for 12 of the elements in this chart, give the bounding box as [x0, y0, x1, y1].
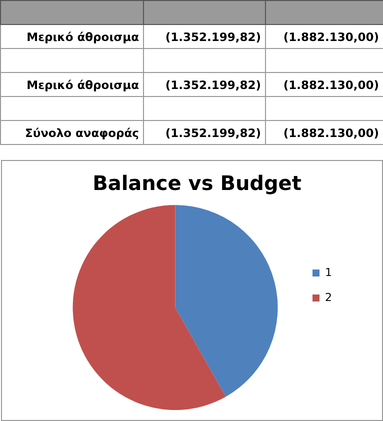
text: (1.352.199,82) [144, 72, 266, 96]
legend-label: 1 [325, 266, 332, 279]
text: (1.882.130,00) [266, 72, 383, 96]
text: (1.882.130,00) [266, 24, 383, 48]
chart-title: Balance vs Budget [92, 171, 302, 196]
text: (1.882.130,00) [266, 120, 383, 144]
text: Μερικό άθροισμα [0, 24, 144, 48]
text: (1.352.199,82) [144, 120, 266, 144]
legend-label: 2 [325, 290, 332, 304]
text: Σύνολο αναφοράς [0, 120, 144, 144]
text: Μερικό άθροισμα [0, 72, 144, 96]
text: (1.352.199,82) [144, 24, 266, 48]
